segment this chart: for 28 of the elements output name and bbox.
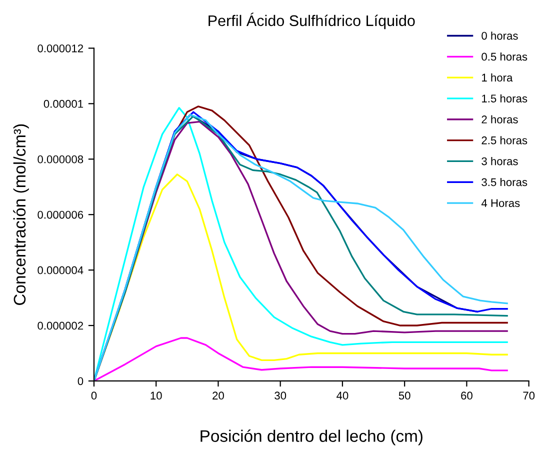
x-tick-label: 30 — [274, 392, 286, 400]
legend-label: 1.5 horas — [482, 94, 528, 102]
legend-label: 0.5 horas — [482, 52, 528, 61]
legend-label: 0 horas — [482, 32, 518, 40]
x-axis-title: Posición dentro del lecho (cm) — [200, 430, 422, 446]
legend-label: 1 hora — [482, 73, 513, 82]
y-tick-label: 0 — [78, 377, 84, 386]
line-series — [94, 337, 508, 381]
y-tick-label: 0.000008 — [38, 155, 84, 164]
legend-label: 3.5 horas — [482, 178, 528, 186]
x-tick-label: 70 — [523, 392, 535, 400]
y-tick-label: 0.000004 — [38, 266, 84, 274]
y-tick-label: 0.000006 — [38, 210, 84, 219]
x-tick-label: 0 — [91, 392, 97, 400]
x-tick-label: 20 — [212, 392, 224, 400]
legend-label: 3 horas — [482, 157, 518, 166]
y-tick-label: 0.00001 — [44, 100, 84, 108]
x-tick-label: 40 — [336, 392, 348, 400]
y-axis-title: Concentración (mol/cm³) — [13, 124, 29, 305]
y-tick-label: 0.000012 — [38, 44, 84, 52]
x-tick-label: 60 — [461, 392, 472, 400]
chart-title: Perfil Ácido Sulfhídrico Líquido — [208, 12, 415, 30]
x-tick-label: 50 — [398, 392, 410, 400]
legend-label: 4 Horas — [481, 199, 520, 208]
x-tick-label: 10 — [150, 392, 162, 400]
legend-label: 2.5 horas — [482, 136, 528, 144]
y-tick-label: 0.000002 — [38, 322, 84, 330]
legend-label: 2 horas — [482, 115, 518, 124]
